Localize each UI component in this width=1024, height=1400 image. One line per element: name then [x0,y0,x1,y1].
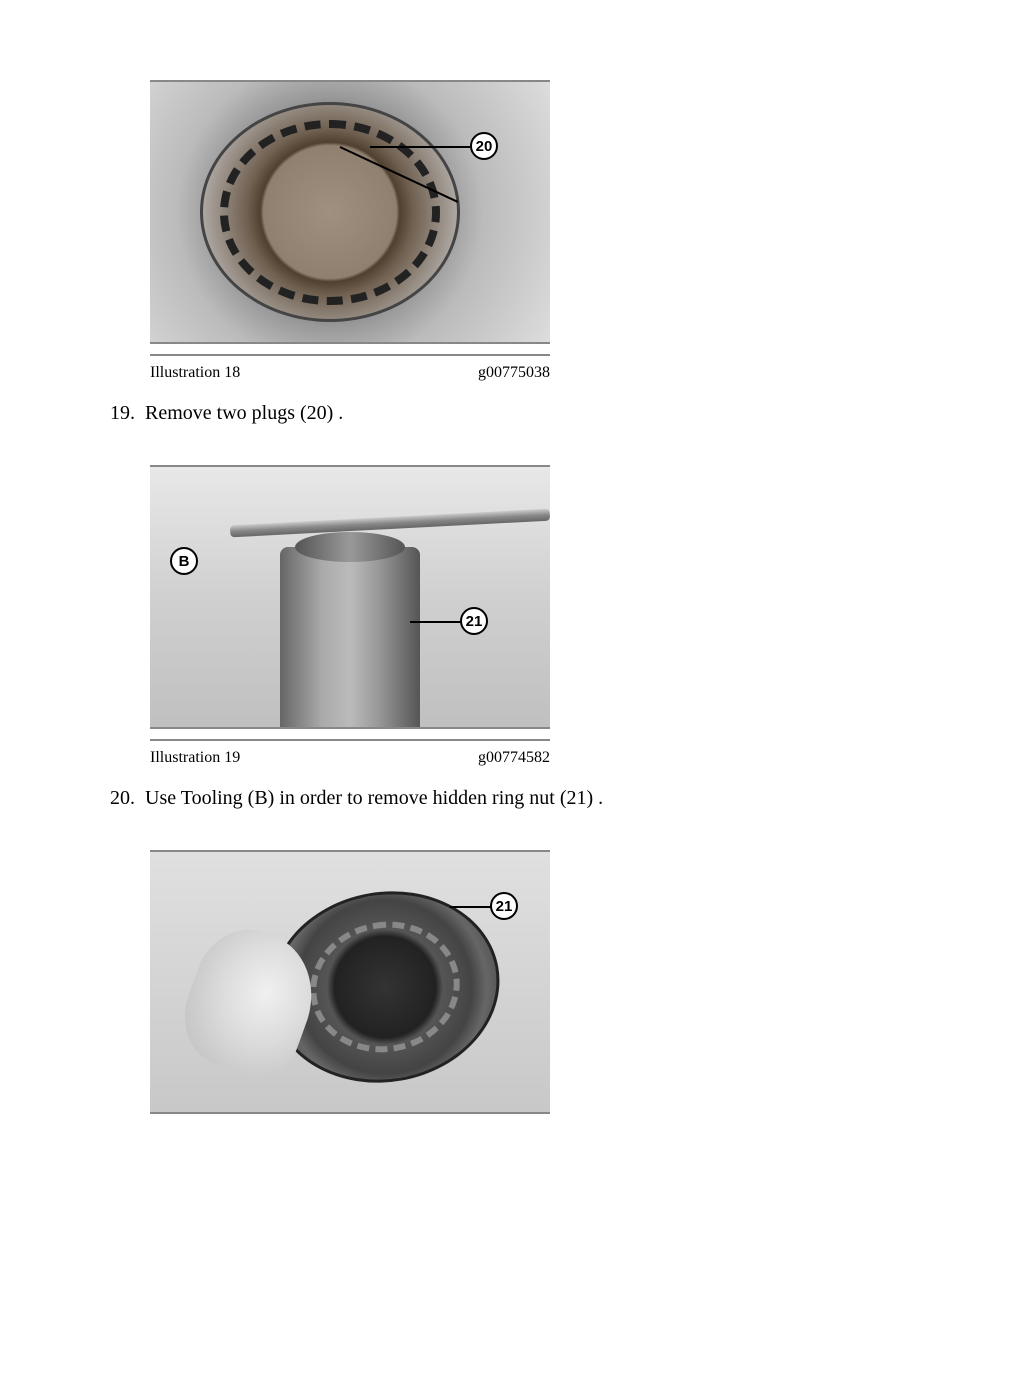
step-number: 19. [110,402,140,425]
cylinder-top [295,532,405,562]
illustration-label: Illustration 18 [150,364,240,382]
callout-line [370,146,470,148]
figure-caption-18: Illustration 18 g00775038 [150,354,550,382]
callout-line [410,621,462,623]
callout-21b: 21 [490,892,518,920]
figure-content-20: 21 [150,852,550,1112]
figure-block-19: B 21 Illustration 19 g00774582 [150,465,924,767]
step-text-content: Use Tooling (B) in order to remove hidde… [145,787,603,809]
callout-label: 21 [466,613,483,630]
callout-21: 21 [460,607,488,635]
callout-20: 20 [470,132,498,160]
tool-bar [230,509,550,538]
callout-label: 21 [496,898,513,915]
figure-block-18: 20 Illustration 18 g00775038 [150,80,924,382]
figure-image-18: 20 [150,80,550,344]
callout-line [450,906,492,908]
callout-label: B [179,553,190,570]
cylinder [280,547,420,727]
figure-image-19: B 21 [150,465,550,729]
figure-image-20: 21 [150,850,550,1114]
figure-content-18: 20 [150,82,550,342]
figure-block-20: 21 [150,850,924,1114]
step-number: 20. [110,787,140,810]
step-text-content: Remove two plugs (20) . [145,402,343,424]
step-19: 19. Remove two plugs (20) . [100,402,924,425]
figure-caption-19: Illustration 19 g00774582 [150,739,550,767]
illustration-code: g00775038 [478,364,550,382]
step-20: 20. Use Tooling (B) in order to remove h… [100,787,924,810]
illustration-code: g00774582 [478,749,550,767]
illustration-label: Illustration 19 [150,749,240,767]
callout-b: B [170,547,198,575]
callout-label: 20 [476,138,493,155]
figure-content-19: B 21 [150,467,550,727]
